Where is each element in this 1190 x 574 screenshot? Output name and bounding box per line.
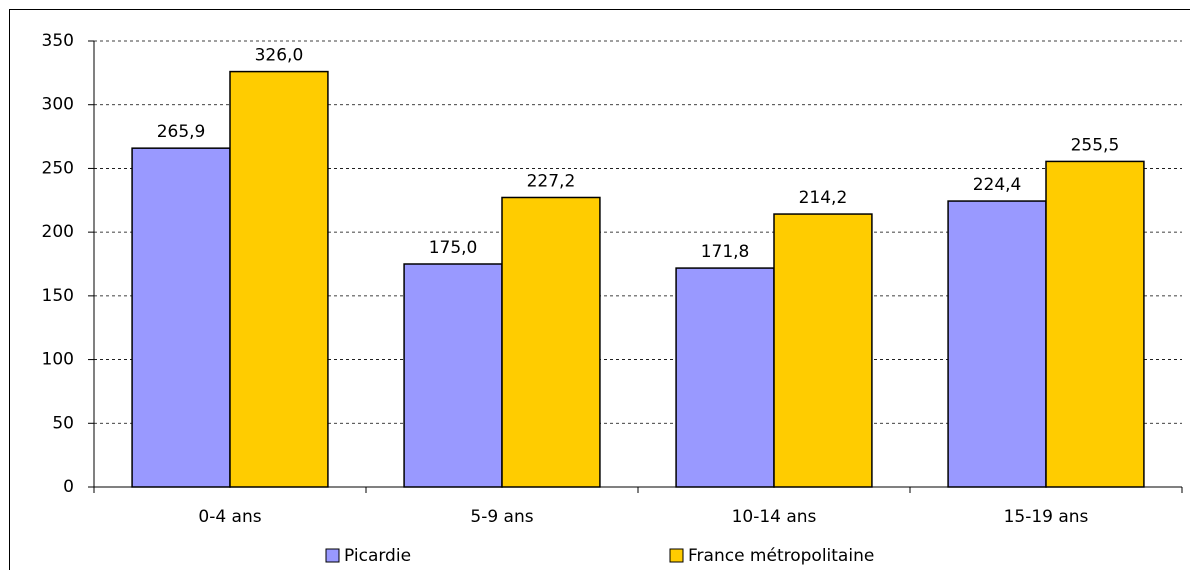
legend-label: France métropolitaine — [688, 546, 874, 566]
bar — [230, 72, 328, 487]
y-tick-label: 250 — [42, 158, 74, 178]
y-tick-label: 300 — [42, 95, 74, 115]
y-tick-label: 50 — [52, 413, 74, 433]
y-tick-label: 150 — [42, 286, 74, 306]
x-tick-label: 0-4 ans — [198, 507, 261, 527]
value-label: 214,2 — [799, 188, 848, 208]
bar — [1046, 161, 1144, 487]
value-label: 171,8 — [701, 242, 750, 262]
bar — [676, 268, 774, 487]
y-tick-label: 350 — [42, 31, 74, 51]
x-tick-label: 15-19 ans — [1004, 507, 1089, 527]
value-label: 175,0 — [429, 238, 478, 258]
bar — [404, 264, 502, 487]
bar — [774, 214, 872, 487]
y-tick-label: 0 — [63, 477, 74, 497]
value-label: 265,9 — [157, 122, 206, 142]
y-tick-label: 100 — [42, 350, 74, 370]
legend-swatch — [670, 549, 683, 562]
value-label: 255,5 — [1071, 135, 1120, 155]
value-label: 326,0 — [255, 46, 304, 66]
bar — [132, 148, 230, 487]
value-label: 224,4 — [973, 175, 1022, 195]
legend-swatch — [326, 549, 339, 562]
x-tick-label: 10-14 ans — [732, 507, 817, 527]
y-tick-label: 200 — [42, 222, 74, 242]
legend-label: Picardie — [344, 546, 411, 566]
bar — [502, 197, 600, 487]
x-tick-label: 5-9 ans — [470, 507, 533, 527]
value-label: 227,2 — [527, 171, 576, 191]
bar — [948, 201, 1046, 487]
